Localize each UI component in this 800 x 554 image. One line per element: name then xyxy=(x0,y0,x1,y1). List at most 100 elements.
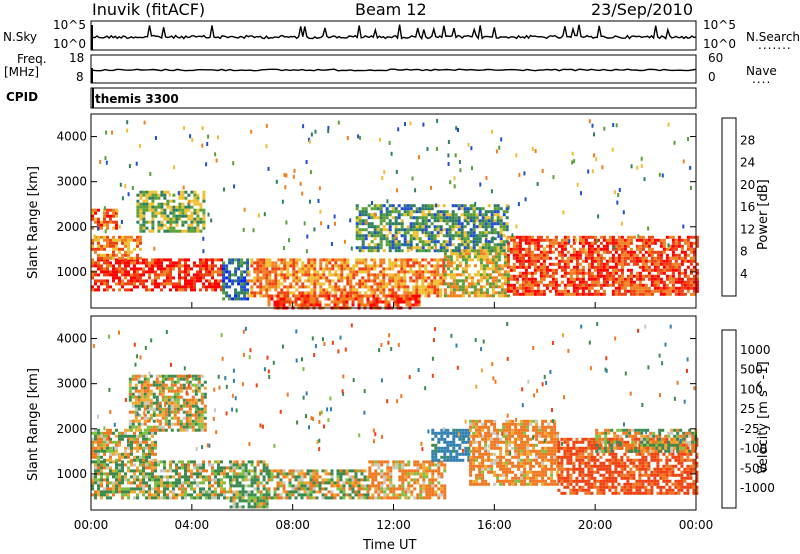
velocity-cell xyxy=(182,425,186,429)
power-cell xyxy=(476,258,480,262)
power-cell xyxy=(505,240,509,244)
power-cell xyxy=(367,213,371,217)
power-cell xyxy=(262,261,266,265)
power-cell xyxy=(418,249,422,253)
velocity-cell xyxy=(250,469,254,473)
power-cell xyxy=(527,265,531,269)
velocity-cell xyxy=(124,463,127,467)
power-cell xyxy=(151,211,155,215)
power-cell xyxy=(199,208,203,212)
velocity-cell xyxy=(348,478,352,482)
velocity-cell xyxy=(336,493,340,497)
power-cell xyxy=(181,214,185,218)
velocity-cell xyxy=(133,434,136,438)
velocity-cell xyxy=(336,475,340,479)
power-cell xyxy=(394,249,398,253)
power-cell xyxy=(148,205,152,209)
velocity-cell xyxy=(300,493,304,497)
power-cell xyxy=(506,262,510,266)
power-cell xyxy=(587,271,591,275)
velocity-cell xyxy=(170,422,174,426)
power-cell xyxy=(490,225,494,229)
power-cell xyxy=(695,268,699,272)
power-cell xyxy=(466,234,470,238)
power-cell xyxy=(196,193,200,197)
power-cell xyxy=(283,264,287,268)
power-cell xyxy=(157,267,160,271)
velocity-cell xyxy=(91,460,94,464)
power-cell xyxy=(328,261,332,265)
power-cell xyxy=(656,274,660,278)
velocity-cell xyxy=(200,392,204,396)
power-cell xyxy=(139,229,143,233)
power-cell xyxy=(611,235,615,239)
velocity-cell xyxy=(97,490,100,494)
power-cell xyxy=(617,241,621,245)
power-cell xyxy=(421,285,425,289)
power-cell xyxy=(533,277,537,281)
power-cell xyxy=(539,244,543,248)
power-cell xyxy=(515,241,519,245)
power-cell xyxy=(265,261,269,265)
velocity-cell xyxy=(194,389,198,393)
power-cell xyxy=(499,237,503,241)
power-cell xyxy=(442,267,446,271)
power-cell xyxy=(294,303,298,307)
power-cell xyxy=(506,256,510,260)
power-cell xyxy=(692,259,696,263)
velocity-cell xyxy=(357,487,361,491)
power-cell xyxy=(220,279,223,283)
velocity-cell xyxy=(142,487,145,491)
power-cell xyxy=(515,253,519,257)
power-cell xyxy=(133,267,136,271)
power-cell xyxy=(671,277,675,281)
power-cell xyxy=(689,271,693,275)
velocity-cell xyxy=(315,472,319,476)
velocity-cell xyxy=(112,460,115,464)
power-cell xyxy=(497,264,501,268)
velocity-cell xyxy=(152,383,156,387)
velocity-cell xyxy=(312,475,316,479)
power-cell xyxy=(602,280,606,284)
power-cell xyxy=(259,294,263,298)
power-cell xyxy=(193,261,196,265)
power-cell xyxy=(130,273,133,277)
power-cell xyxy=(482,255,486,259)
power-sparse-point xyxy=(257,213,260,218)
power-sparse-point xyxy=(189,134,192,139)
power-cell xyxy=(493,219,497,223)
power-cell xyxy=(490,231,494,235)
power-cell xyxy=(318,300,322,304)
power-cell xyxy=(443,264,447,268)
power-cell xyxy=(417,300,421,304)
power-cell xyxy=(563,241,567,245)
power-cell xyxy=(521,286,525,290)
velocity-cell xyxy=(146,386,150,390)
power-cell xyxy=(439,276,443,280)
velocity-cell xyxy=(151,449,154,453)
power-cell xyxy=(469,228,473,232)
power-cell xyxy=(647,271,651,275)
power-cell xyxy=(394,225,398,229)
power-cell xyxy=(494,267,498,271)
power-sparse-point xyxy=(217,135,219,140)
power-cell xyxy=(412,234,416,238)
power-cell xyxy=(500,282,504,286)
velocity-cell xyxy=(124,434,127,438)
power-sparse-point xyxy=(214,152,217,157)
power-cell xyxy=(647,241,651,245)
power-cell xyxy=(418,237,422,241)
power-cell xyxy=(494,285,498,289)
velocity-cell xyxy=(253,478,257,482)
velocity-cell xyxy=(109,437,112,441)
velocity-cell xyxy=(220,484,223,488)
power-cell xyxy=(196,279,199,283)
power-sparse-point xyxy=(327,129,330,134)
power-cell xyxy=(560,289,564,293)
power-cell xyxy=(446,261,450,265)
power-cell xyxy=(286,264,290,268)
power-cell xyxy=(436,279,440,283)
power-cell xyxy=(148,276,151,280)
velocity-cell xyxy=(164,398,168,402)
power-cell xyxy=(262,276,266,280)
